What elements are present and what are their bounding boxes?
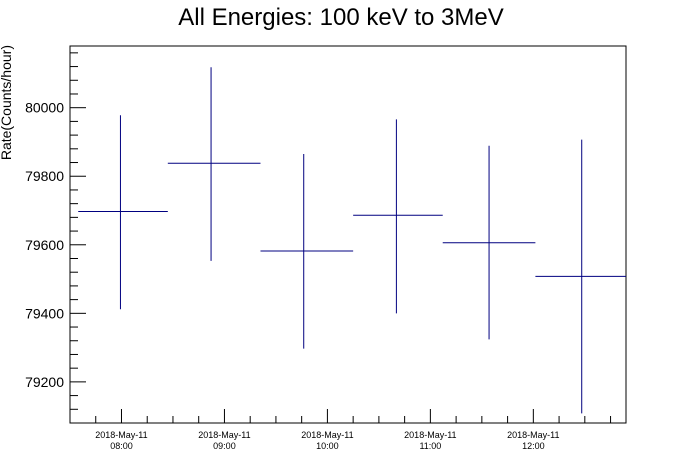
data-point bbox=[442, 145, 536, 340]
x-tick-time-label: 09:00 bbox=[213, 441, 236, 451]
x-tick-time-label: 12:00 bbox=[522, 441, 545, 451]
plot-frame bbox=[69, 45, 627, 424]
data-point bbox=[260, 153, 354, 349]
y-axis: 79200 79400 79600 79800 80000 bbox=[25, 52, 86, 424]
x-tick-date-label: 2018-May-11 bbox=[198, 430, 250, 440]
x-tick-time-label: 10:00 bbox=[316, 441, 339, 451]
chart-title: All Energies: 100 keV to 3MeV bbox=[178, 4, 504, 31]
data-point bbox=[78, 115, 168, 310]
x-tick-date-label: 2018-May-11 bbox=[301, 430, 353, 440]
data-point bbox=[535, 139, 626, 414]
y-tick-label: 79400 bbox=[25, 305, 64, 321]
data-point bbox=[353, 119, 443, 314]
y-tick-label: 80000 bbox=[25, 100, 64, 116]
y-tick-label: 79600 bbox=[25, 237, 64, 253]
y-axis-label: Rate(Counts/hour) bbox=[0, 45, 14, 160]
y-tick-label: 79800 bbox=[25, 168, 64, 184]
x-tick-date-label: 2018-May-11 bbox=[507, 430, 559, 440]
y-tick-label: 79200 bbox=[25, 374, 64, 390]
x-axis: 2018-May-1108:002018-May-1109:002018-May… bbox=[69, 409, 612, 451]
data-point bbox=[167, 67, 261, 261]
x-tick-time-label: 08:00 bbox=[110, 441, 133, 451]
data-points bbox=[78, 67, 626, 414]
x-tick-date-label: 2018-May-11 bbox=[404, 430, 456, 440]
x-tick-date-label: 2018-May-11 bbox=[95, 430, 147, 440]
x-tick-time-label: 11:00 bbox=[419, 441, 441, 451]
